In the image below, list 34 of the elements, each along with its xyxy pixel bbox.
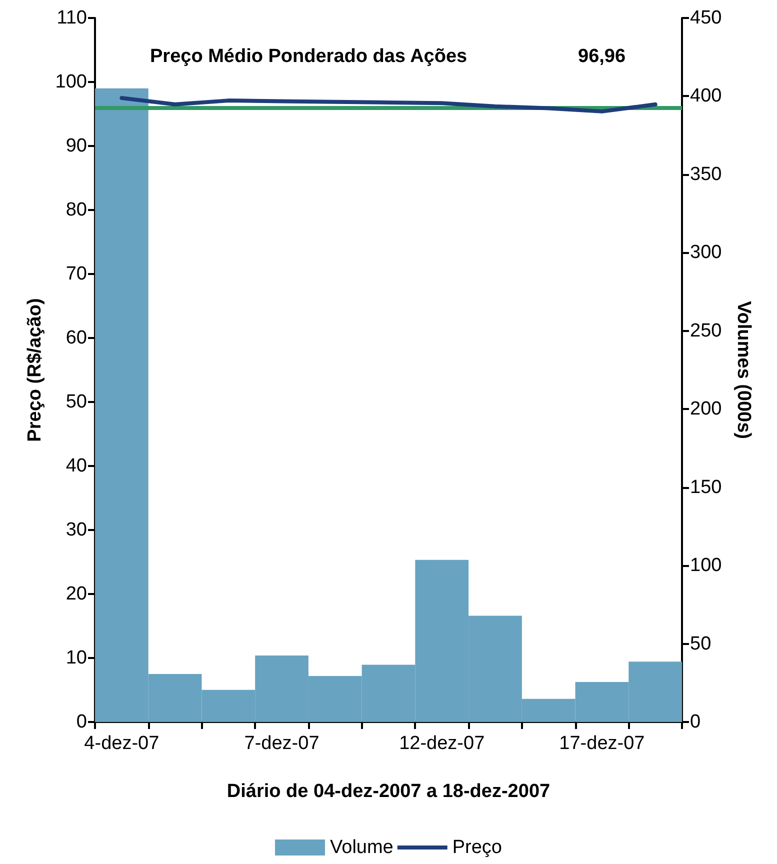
y-tick-label: 110 (56, 8, 87, 28)
y2-tick-label: 200 (690, 398, 722, 420)
annotation: Preço Médio Ponderado das Ações (150, 46, 468, 67)
y2-axis-title: Volumes (000s) (733, 301, 754, 439)
y2-tick-label: 50 (690, 633, 712, 654)
y-tick-label: 0 (76, 712, 87, 732)
legend-label: Preço (452, 837, 502, 858)
y2-tick-label: 250 (690, 320, 722, 342)
x-tick-label: 17-dez-07 (559, 733, 645, 754)
line-series (120, 96, 658, 114)
y-tick-label: 70 (66, 264, 87, 284)
y-tick-label: 50 (66, 392, 87, 412)
y2-tick-label: 450 (690, 8, 722, 28)
y-tick-label: 30 (66, 520, 87, 540)
y2-tick-label: 400 (690, 86, 722, 107)
y2-tick-label: 150 (690, 476, 722, 498)
x-tick-label: 12-dez-07 (399, 733, 485, 754)
y-tick-label: 10 (66, 648, 87, 668)
x-tick-label: 4-dez-07 (84, 733, 160, 754)
y-tick-label: 100 (55, 72, 87, 92)
y2-tick-label: 100 (690, 555, 722, 576)
y-tick-label: 80 (66, 200, 87, 220)
annotation: 96,96 (578, 46, 626, 67)
y2-tick-label: 0 (690, 712, 701, 732)
y-tick-label: 90 (66, 136, 87, 156)
y-tick-label: 20 (66, 584, 87, 604)
y-axis-title: Preço (R$/ação) (24, 298, 46, 442)
y-tick-label: 40 (66, 456, 87, 476)
y2-tick-label: 300 (690, 242, 722, 264)
x-tick-label: 7-dez-07 (244, 733, 320, 754)
y-tick-label: 60 (66, 328, 87, 348)
legend-label: Volume (330, 837, 394, 858)
x-axis-title: Diário de 04-dez-2007 a 18-dez-2007 (226, 781, 550, 802)
y2-tick-label: 350 (690, 164, 722, 185)
